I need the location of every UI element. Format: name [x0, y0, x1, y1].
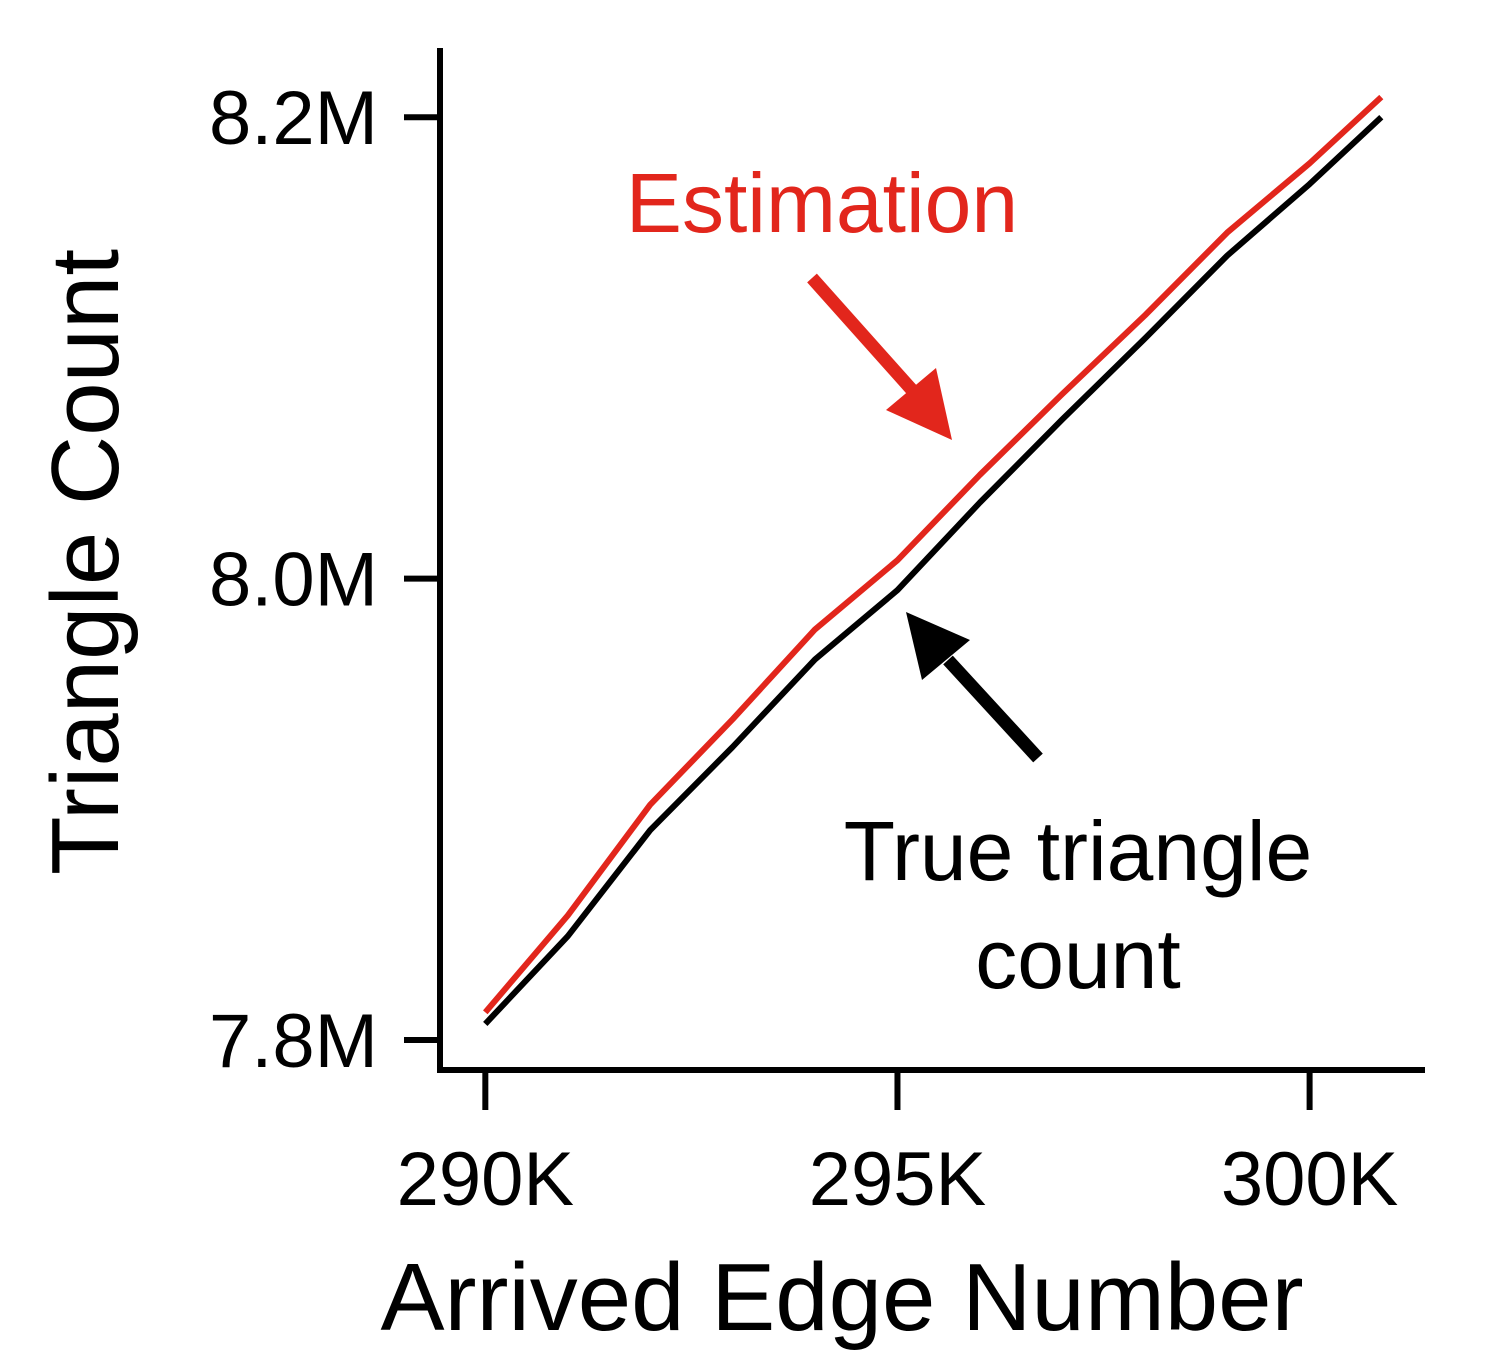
- x-tick-label: 290K: [397, 1137, 575, 1222]
- series-line: [483, 94, 1384, 1015]
- arrow-shaft: [943, 655, 1043, 763]
- annotation: count: [975, 912, 1181, 1006]
- annotation: Estimation: [626, 156, 1018, 250]
- y-axis-title: Triangle Count: [32, 249, 139, 875]
- x-axis-title: Arrived Edge Number: [380, 1244, 1303, 1351]
- estimation-arrow: [807, 273, 952, 440]
- y-tick-label: 8.0M: [209, 538, 378, 623]
- series-line: [483, 115, 1384, 1026]
- y-tick-label: 8.2M: [209, 76, 378, 161]
- x-tick-label: 295K: [809, 1137, 987, 1222]
- true-count-arrow: [906, 612, 1043, 763]
- annotation: True triangle: [844, 804, 1312, 898]
- x-tick-label: 300K: [1221, 1137, 1399, 1222]
- arrow-head: [886, 368, 952, 440]
- arrow-head: [906, 612, 970, 680]
- arrow-shaft: [807, 273, 917, 395]
- y-tick-label: 7.8M: [209, 999, 378, 1084]
